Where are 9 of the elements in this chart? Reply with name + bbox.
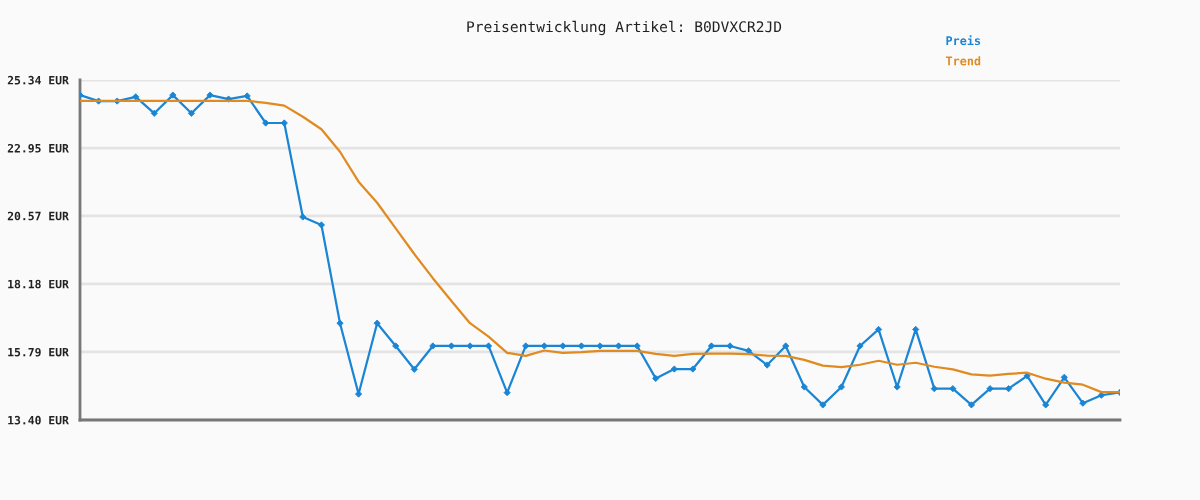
text: Trend: [946, 56, 981, 66]
y-tick-label: 25.34 EUR: [7, 75, 69, 85]
y-tick-label: 22.95 EUR: [7, 143, 69, 153]
y-tick-label: 15.79 EUR: [8, 347, 69, 357]
text: Preis: [946, 35, 981, 46]
chart-title: Preisentwicklung Artikel: B0DVXCR2JD: [467, 20, 782, 36]
y-tick-label: 13.40 EUR: [8, 415, 69, 425]
y-tick-label: 20.57 EUR: [7, 211, 69, 221]
y-tick-label: 18.18 EUR: [8, 279, 69, 289]
